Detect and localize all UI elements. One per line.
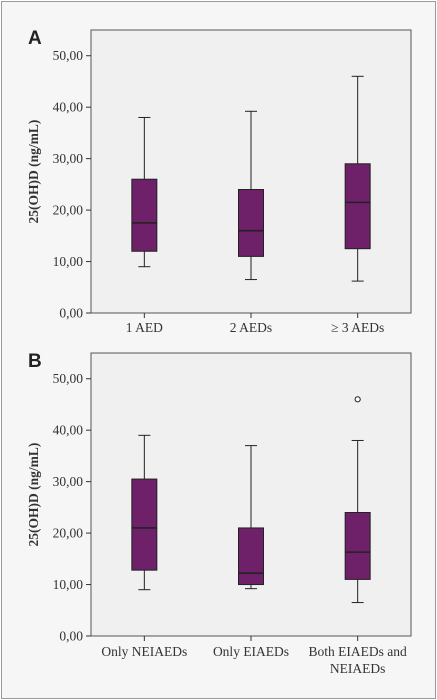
box-2: Only EIAEDs [213, 445, 289, 659]
y-tick-label: 10,00 [53, 577, 84, 592]
x-category-label: Only EIAEDs [213, 644, 289, 659]
panel-b: B 0,00 10,00 20,00 30,00 40,00 50,00 25(OH)D (n… [26, 351, 412, 676]
box-1: 1 AED [126, 116, 163, 335]
box-3: Both EIAEDs and NEIAEDs [309, 396, 407, 676]
iqr-box [131, 478, 158, 571]
iqr-box [131, 178, 158, 252]
iqr-box [344, 163, 371, 250]
panel-label: B [28, 351, 42, 372]
box-3: ≥ 3 AEDs [331, 75, 384, 335]
y-axis-label: 25(OH)D (ng/mL) [26, 443, 41, 547]
box-2: 2 AEDs [230, 110, 272, 335]
y-tick-label: 0,00 [59, 629, 83, 644]
x-category-label: 2 AEDs [230, 320, 272, 335]
y-tick-label: 40,00 [53, 423, 84, 438]
box-1: Only NEIAEDs [101, 434, 187, 659]
y-tick-label: 0,00 [59, 306, 83, 321]
y-tick-label: 30,00 [53, 474, 84, 489]
y-axis-label: 25(OH)D (ng/mL) [26, 120, 41, 224]
y-tick-label: 50,00 [53, 48, 84, 63]
y-tick-label: 20,00 [53, 203, 84, 218]
y-tick-label: 50,00 [53, 371, 84, 386]
iqr-box [344, 512, 371, 580]
y-tick-label: 20,00 [53, 526, 84, 541]
x-category-label: 1 AED [126, 320, 163, 335]
y-tick-label: 10,00 [53, 254, 84, 269]
iqr-box [238, 527, 264, 586]
y-tick-label: 30,00 [53, 151, 84, 166]
y-tick-label: 40,00 [53, 100, 84, 115]
iqr-box [238, 189, 264, 257]
x-category-label: Both EIAEDs and NEIAEDs [309, 644, 407, 676]
panel-a: A 0,00 10,00 20,00 30,00 40,00 50,00 25(OH)D (n… [26, 28, 412, 335]
x-category-label: ≥ 3 AEDs [331, 320, 384, 335]
outlier-point [354, 396, 361, 403]
x-category-label: Only NEIAEDs [101, 644, 187, 659]
panel-label: A [28, 28, 42, 49]
